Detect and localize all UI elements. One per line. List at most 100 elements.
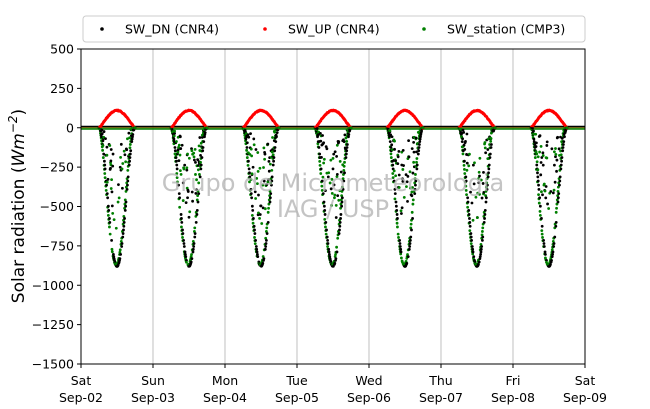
point-sw-dn — [557, 147, 561, 151]
point-sw-dn — [415, 150, 418, 154]
point-sw-station — [543, 189, 547, 193]
point-sw-station — [547, 207, 551, 210]
point-sw-dn — [485, 187, 489, 191]
point-sw-dn — [112, 252, 115, 256]
point-sw-station — [324, 225, 327, 229]
x-tick-label-date: Sep-02 — [59, 390, 103, 405]
point-sw-station — [471, 218, 475, 222]
point-sw-dn — [393, 187, 397, 191]
point-sw-dn — [172, 137, 176, 141]
point-sw-dn — [489, 146, 493, 149]
point-sw-dn — [558, 175, 562, 179]
point-sw-dn — [195, 213, 199, 216]
point-sw-dn — [393, 192, 397, 195]
point-sw-dn — [467, 213, 471, 216]
point-sw-dn — [331, 167, 335, 171]
point-sw-station — [262, 146, 266, 150]
point-sw-dn — [469, 232, 473, 235]
point-sw-station — [345, 139, 349, 143]
point-sw-dn — [131, 133, 135, 136]
point-sw-dn — [470, 201, 474, 205]
point-sw-station — [538, 209, 542, 213]
point-sw-dn — [418, 143, 421, 146]
point-sw-station — [126, 168, 130, 172]
point-sw-dn — [409, 238, 412, 242]
point-sw-dn — [545, 144, 549, 147]
point-sw-station — [253, 242, 257, 246]
point-sw-dn — [559, 167, 563, 171]
point-sw-station — [194, 173, 197, 176]
point-sw-dn — [477, 181, 481, 185]
point-sw-station — [256, 182, 259, 186]
point-sw-dn — [398, 245, 402, 248]
point-sw-dn — [406, 175, 410, 178]
point-sw-dn — [186, 196, 189, 200]
point-sw-dn — [196, 200, 200, 204]
point-sw-dn — [183, 250, 187, 254]
point-sw-station — [399, 209, 403, 213]
point-sw-station — [176, 180, 179, 184]
point-sw-dn — [483, 213, 487, 216]
point-sw-dn — [266, 220, 270, 224]
point-sw-dn — [122, 220, 126, 224]
point-sw-dn — [390, 143, 394, 147]
point-sw-dn — [266, 142, 270, 146]
point-sw-station — [395, 221, 399, 225]
point-sw-dn — [479, 247, 483, 251]
point-sw-dn — [103, 159, 106, 163]
point-sw-station — [480, 233, 484, 237]
point-sw-dn — [244, 137, 248, 141]
point-sw-station — [329, 158, 333, 162]
point-sw-dn — [103, 163, 107, 167]
point-sw-dn — [342, 140, 346, 143]
point-sw-dn — [109, 159, 113, 163]
point-sw-dn — [394, 159, 398, 163]
point-sw-station — [326, 245, 329, 248]
point-sw-station — [392, 169, 396, 173]
point-sw-station — [197, 144, 201, 148]
point-sw-station — [421, 126, 425, 130]
x-ticks: Sat Sep-02 Sun Sep-03 Mon Sep-04 Tue Sep-05 Wed S… — [59, 364, 607, 405]
point-sw-station — [124, 160, 128, 164]
point-sw-dn — [272, 159, 275, 163]
point-sw-station — [483, 141, 487, 144]
y-ticks: 500 250 0 −250 −500 −750 −1000 −1250 −1500 — [32, 42, 81, 372]
point-sw-dn — [541, 193, 544, 197]
point-sw-dn — [460, 140, 464, 144]
point-sw-dn — [253, 228, 256, 232]
point-sw-station — [192, 151, 196, 155]
point-sw-station — [182, 167, 186, 171]
point-sw-dn — [125, 148, 129, 152]
point-sw-dn — [399, 250, 403, 254]
point-sw-station — [415, 160, 418, 164]
point-sw-station — [464, 188, 468, 192]
point-sw-station — [263, 157, 266, 161]
point-sw-dn — [182, 245, 186, 248]
point-sw-dn — [402, 164, 405, 167]
point-sw-dn — [464, 175, 468, 179]
point-sw-dn — [254, 148, 258, 151]
point-sw-station — [110, 178, 113, 182]
point-sw-station — [541, 236, 544, 239]
point-sw-station — [478, 156, 482, 160]
point-sw-station — [188, 210, 192, 214]
point-sw-station — [198, 173, 201, 176]
point-sw-station — [478, 193, 481, 196]
point-sw-station — [489, 139, 493, 143]
point-sw-dn — [340, 200, 344, 204]
point-sw-dn — [180, 143, 184, 147]
point-sw-dn — [123, 208, 127, 212]
point-sw-dn — [332, 152, 336, 156]
point-sw-station — [205, 126, 209, 130]
point-sw-station — [248, 180, 251, 184]
point-sw-dn — [326, 175, 330, 179]
point-sw-station — [479, 242, 483, 246]
point-sw-dn — [480, 245, 484, 248]
point-sw-dn — [176, 148, 180, 152]
point-sw-dn — [544, 252, 547, 256]
point-sw-dn — [468, 217, 471, 220]
point-sw-dn — [270, 183, 273, 187]
point-sw-dn — [411, 217, 414, 220]
point-sw-dn — [343, 171, 346, 175]
point-sw-dn — [247, 135, 251, 139]
